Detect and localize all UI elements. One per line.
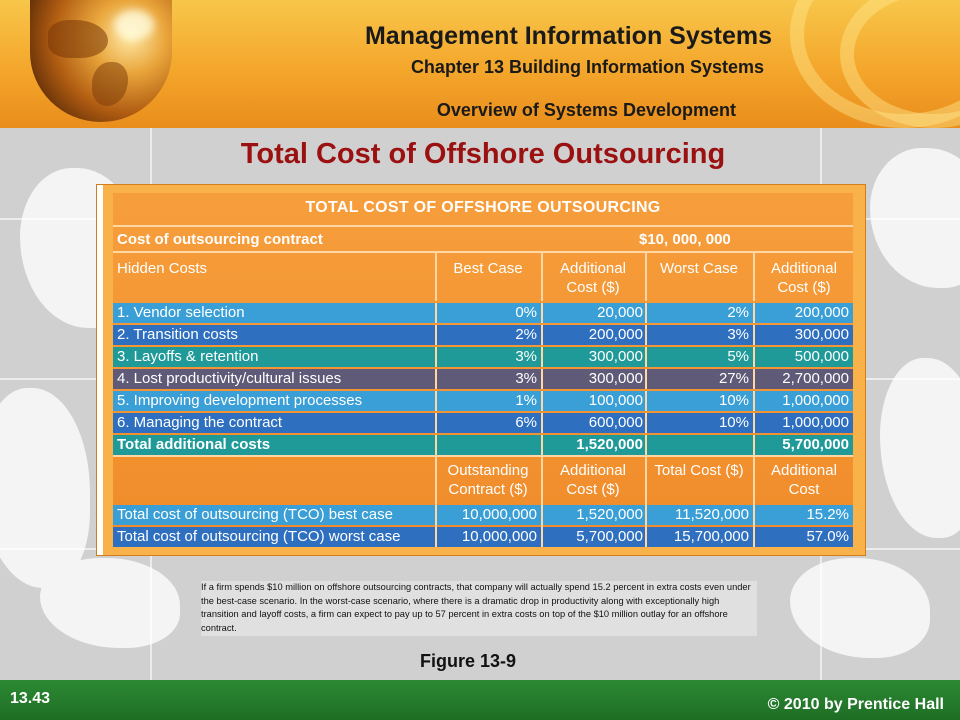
total-additional-row: Total additional costs 1,520,000 5,700,000 [113, 435, 853, 455]
cell-label: 3. Layoffs & retention [117, 348, 259, 365]
header-hidden-costs: Hidden Costs [117, 260, 208, 277]
cell-worst: 10% [718, 392, 749, 409]
table-row: 6. Managing the contract 6% 600,000 10% 1,00… [113, 413, 853, 433]
cell-add2: 1,000,000 [782, 392, 849, 409]
cell-add: 1,520,000 [576, 506, 643, 523]
cell-add2: 5,700,000 [782, 436, 849, 453]
table-row: 3. Layoffs & retention 3% 300,000 5% 500,000 [113, 347, 853, 367]
cell-add2: 2,700,000 [782, 370, 849, 387]
cell-worst: 3% [727, 326, 749, 343]
figure-table: TOTAL COST OF OFFSHORE OUTSOURCING Cost … [96, 184, 866, 556]
outsourcing-cost-table: TOTAL COST OF OFFSHORE OUTSOURCING Cost … [113, 193, 853, 547]
cell-worst: 10% [718, 414, 749, 431]
slide-title: Total Cost of Offshore Outsourcing [240, 138, 726, 170]
cell-add1: 200,000 [588, 326, 643, 343]
cell-outstanding: 10,000,000 [461, 528, 537, 545]
chapter-title: Chapter 13 Building Information Systems [410, 57, 764, 77]
globe-logo [30, 0, 172, 122]
cell-outstanding: 10,000,000 [461, 506, 537, 523]
cell-label: 4. Lost productivity/cultural issues [117, 370, 342, 387]
cell-label: Total cost of outsourcing (TCO) best cas… [117, 506, 393, 523]
cell-label: Total additional costs [117, 436, 271, 453]
table-row: 5. Improving development processes 1% 100,… [113, 391, 853, 411]
header-worst-case: Worst Case [659, 260, 739, 277]
contract-row: Cost of outsourcing contract $10, 000, 0… [113, 229, 853, 251]
cell-pct: 15.2% [806, 506, 849, 523]
cell-label: Total cost of outsourcing (TCO) worst ca… [117, 528, 401, 545]
cell-add2: 1,000,000 [782, 414, 849, 431]
cell-total: 15,700,000 [673, 528, 749, 545]
cell-add1: 300,000 [588, 348, 643, 365]
cell-add1: 1,520,000 [576, 436, 643, 453]
figure-label: Figure 13-9 [420, 651, 517, 671]
cell-pct: 57.0% [806, 528, 849, 545]
cell-add1: 100,000 [588, 392, 643, 409]
header-additional-cost: Additional Cost ($) [560, 462, 626, 498]
cell-best: 2% [515, 326, 537, 343]
header-additional-cost-pct: Additional Cost [771, 462, 837, 498]
cell-best: 6% [515, 414, 537, 431]
cell-add1: 600,000 [588, 414, 643, 431]
table-row: 4. Lost productivity/cultural issues 3% 30… [113, 369, 853, 389]
section-title: Overview of Systems Development [436, 100, 736, 120]
contract-value: $10, 000, 000 [639, 231, 731, 248]
tco-row: Total cost of outsourcing (TCO) worst ca… [113, 527, 853, 547]
cell-worst: 27% [718, 370, 749, 387]
header-outstanding-contract: Outstanding Contract ($) [447, 462, 529, 498]
cell-add2: 500,000 [794, 348, 849, 365]
cell-add1: 20,000 [597, 304, 643, 321]
copyright: © 2010 by Prentice Hall [767, 696, 944, 713]
figure-caption: If a firm spends $10 million on offshore… [201, 581, 757, 636]
cell-add2: 200,000 [794, 304, 849, 321]
page-number: 13.43 [10, 690, 51, 707]
cell-best: 3% [515, 370, 537, 387]
cell-label: 1. Vendor selection [117, 304, 245, 321]
table-title: TOTAL COST OF OFFSHORE OUTSOURCING [305, 199, 661, 216]
header-total-cost: Total Cost ($) [654, 462, 744, 479]
slide-header: Management Information Systems Chapter 1… [0, 0, 960, 128]
table-row: 2. Transition costs 2% 200,000 3% 300,000 [113, 325, 853, 345]
cell-best: 0% [515, 304, 537, 321]
cell-worst: 5% [727, 348, 749, 365]
cell-add2: 300,000 [794, 326, 849, 343]
cell-add: 5,700,000 [576, 528, 643, 545]
header-additional-cost-best: Additional Cost ($) [560, 260, 626, 296]
decorative-swirl [750, 0, 960, 128]
cell-add1: 300,000 [588, 370, 643, 387]
cell-worst: 2% [727, 304, 749, 321]
contract-label: Cost of outsourcing contract [117, 231, 323, 248]
cell-best: 3% [515, 348, 537, 365]
course-title: Management Information Systems [364, 22, 772, 50]
cell-best: 1% [515, 392, 537, 409]
slide-footer: 13.43 © 2010 by Prentice Hall [0, 680, 960, 720]
cell-label: 6. Managing the contract [117, 414, 283, 431]
header-additional-cost-worst: Additional Cost ($) [771, 260, 837, 296]
table-row: 1. Vendor selection 0% 20,000 2% 200,000 [113, 303, 853, 323]
cell-label: 2. Transition costs [117, 326, 238, 343]
tco-row: Total cost of outsourcing (TCO) best cas… [113, 505, 853, 525]
header-best-case: Best Case [453, 260, 523, 277]
cell-total: 11,520,000 [675, 506, 749, 523]
cell-label: 5. Improving development processes [117, 392, 363, 409]
